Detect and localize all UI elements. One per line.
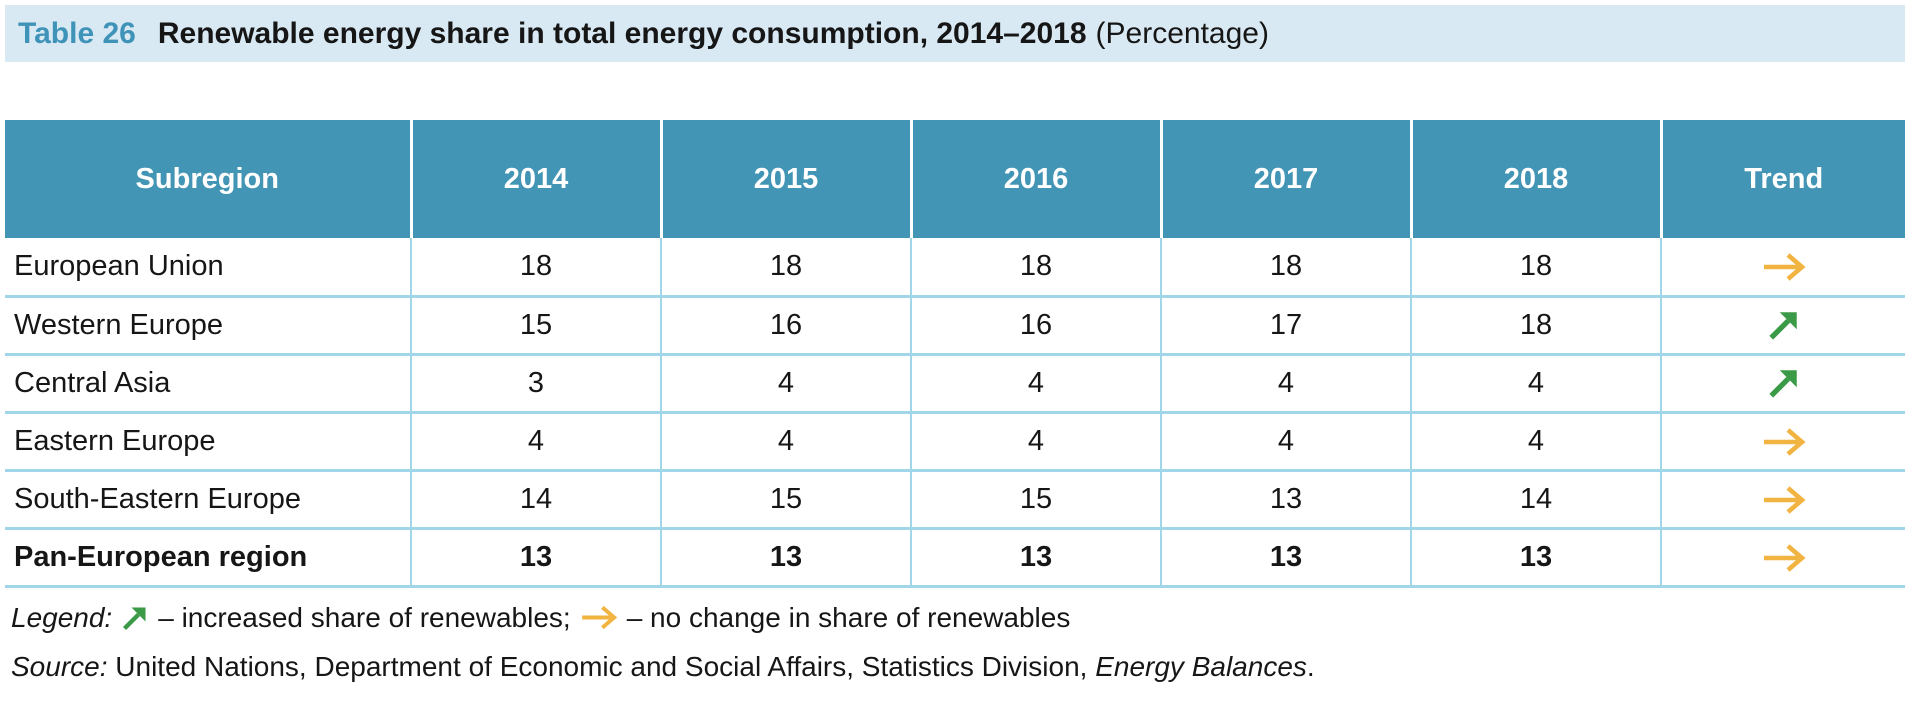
value-cell: 4 (661, 412, 912, 472)
value-cell: 4 (1161, 412, 1412, 472)
value-cell: 13 (411, 528, 662, 588)
value-cell: 15 (911, 470, 1162, 530)
subregion-cell: Western Europe (5, 296, 412, 356)
table-body: European Union 18 18 18 18 18 Western Eu… (5, 238, 1905, 588)
column-header-2017: 2017 (1161, 120, 1413, 238)
trend-cell (1661, 470, 1905, 530)
value-cell: 13 (661, 528, 912, 588)
column-header-2016: 2016 (911, 120, 1163, 238)
trend-cell (1661, 296, 1905, 356)
value-cell: 13 (1411, 528, 1662, 588)
source-suffix: . (1306, 650, 1315, 682)
source-line: Source: United Nations, Department of Ec… (5, 651, 1905, 683)
table-row: Western Europe 15 16 16 17 18 (5, 296, 1905, 356)
trend-cell (1661, 238, 1905, 298)
value-cell: 18 (661, 238, 912, 298)
table-title-band: Table 26 Renewable energy share in total… (5, 5, 1905, 62)
value-cell: 18 (1411, 238, 1662, 298)
subregion-cell: European Union (5, 238, 412, 298)
table-row: South-Eastern Europe 14 15 15 13 14 (5, 470, 1905, 530)
column-header-2015: 2015 (661, 120, 913, 238)
value-cell: 4 (1161, 354, 1412, 414)
renewables-table: Subregion 2014 2015 2016 2017 2018 Trend… (5, 120, 1905, 588)
subregion-cell: Pan-European region (5, 528, 412, 588)
value-cell: 4 (911, 412, 1162, 472)
source-work-title: Energy Balances (1095, 650, 1307, 682)
trend-right-icon (1763, 543, 1806, 572)
value-cell: 14 (411, 470, 662, 530)
value-cell: 4 (911, 354, 1162, 414)
value-cell: 15 (661, 470, 912, 530)
value-cell: 15 (411, 296, 662, 356)
source-label: Source: (11, 650, 108, 682)
value-cell: 18 (1411, 296, 1662, 356)
column-header-2018: 2018 (1411, 120, 1663, 238)
table-row: European Union 18 18 18 18 18 (5, 238, 1905, 298)
legend-no-change-text: – no change in share of renewables (626, 601, 1071, 633)
value-cell: 18 (1161, 238, 1412, 298)
trend-cell (1661, 412, 1905, 472)
table-title: Renewable energy share in total energy c… (157, 16, 1087, 50)
value-cell: 3 (411, 354, 662, 414)
table-header: Subregion 2014 2015 2016 2017 2018 Trend (5, 120, 1905, 238)
trend-up-icon (1768, 370, 1797, 398)
trend-cell (1661, 528, 1905, 588)
trend-up-icon (1768, 312, 1797, 340)
trend-right-icon (1763, 427, 1806, 456)
legend-no-change-icon (581, 605, 617, 630)
legend: Legend: – increased share of renewables;… (5, 602, 1905, 634)
subregion-cell: Central Asia (5, 354, 412, 414)
table-row: Eastern Europe 4 4 4 4 4 (5, 412, 1905, 472)
column-header-subregion: Subregion (5, 120, 413, 238)
trend-right-icon (1763, 485, 1806, 514)
subregion-cell: South-Eastern Europe (5, 470, 412, 530)
table-row: Central Asia 3 4 4 4 4 (5, 354, 1905, 414)
legend-increase-icon (123, 607, 146, 630)
value-cell: 4 (1411, 412, 1662, 472)
value-cell: 18 (411, 238, 662, 298)
column-header-2014: 2014 (411, 120, 663, 238)
legend-label: Legend: (11, 601, 113, 633)
value-cell: 16 (661, 296, 912, 356)
table-number: Table 26 (18, 16, 136, 50)
value-cell: 17 (1161, 296, 1412, 356)
value-cell: 4 (411, 412, 662, 472)
value-cell: 16 (911, 296, 1162, 356)
trend-right-icon (1763, 253, 1806, 281)
table-row: Pan-European region 13 13 13 13 13 (5, 528, 1905, 588)
column-header-trend: Trend (1661, 120, 1905, 238)
legend-increase-text: – increased share of renewables; (158, 601, 571, 633)
table-title-unit: (Percentage) (1095, 16, 1269, 50)
source-text: United Nations, Department of Economic a… (115, 650, 1088, 682)
value-cell: 13 (1161, 528, 1412, 588)
value-cell: 4 (1411, 354, 1662, 414)
subregion-cell: Eastern Europe (5, 412, 412, 472)
value-cell: 4 (661, 354, 912, 414)
trend-cell (1661, 354, 1905, 414)
report-page: Table 26 Renewable energy share in total… (5, 5, 1905, 683)
value-cell: 13 (1161, 470, 1412, 530)
value-cell: 14 (1411, 470, 1662, 530)
value-cell: 18 (911, 238, 1162, 298)
value-cell: 13 (911, 528, 1162, 588)
